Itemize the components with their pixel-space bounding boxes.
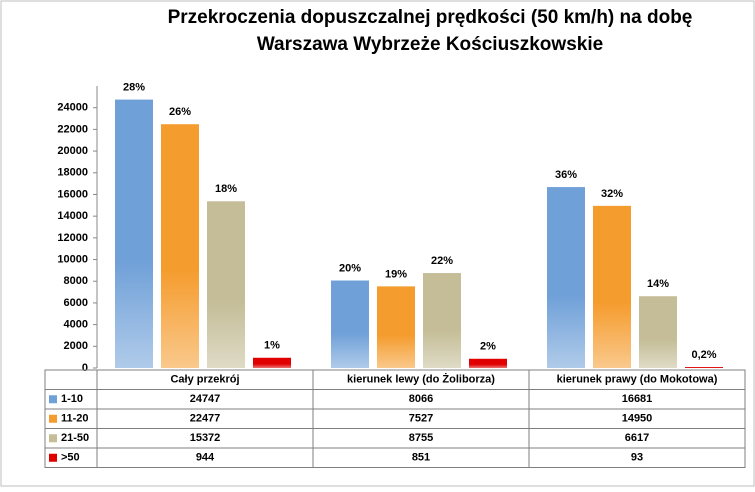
chart-title: Przekroczenia dopuszczalnej prędkości (5… xyxy=(168,7,693,28)
bar xyxy=(377,286,415,368)
table-value: 7527 xyxy=(409,413,433,425)
y-tick-label: 20000 xyxy=(57,145,88,157)
data-label: 20% xyxy=(339,262,361,274)
table-value: 14950 xyxy=(622,413,653,425)
bar xyxy=(685,366,723,368)
bar xyxy=(469,358,507,368)
data-label: 32% xyxy=(601,188,623,200)
table-value: 24747 xyxy=(190,393,221,405)
data-label: 36% xyxy=(555,169,577,181)
data-label: 2% xyxy=(480,341,496,353)
legend-marker xyxy=(49,395,57,404)
x-tick-label: kierunek lewy (do Żoliborza) xyxy=(347,373,495,386)
bar xyxy=(115,99,153,368)
data-label: 28% xyxy=(123,81,145,93)
y-tick-label: 16000 xyxy=(57,188,88,200)
bar xyxy=(547,187,585,368)
x-tick-label: Cały przekrój xyxy=(170,374,239,386)
table-value: 6617 xyxy=(625,432,649,444)
y-tick-label: 12000 xyxy=(57,232,88,244)
y-tick-label: 24000 xyxy=(57,102,88,114)
table-value: 8066 xyxy=(409,393,433,405)
x-tick-label: kierunek prawy (do Mokotowa) xyxy=(557,374,718,386)
y-tick-label: 10000 xyxy=(57,253,88,265)
y-tick-label: 2000 xyxy=(64,340,88,352)
data-label: 22% xyxy=(431,255,453,267)
legend-marker xyxy=(49,453,57,462)
table-value: 15372 xyxy=(190,432,221,444)
table-value: 16681 xyxy=(622,393,653,405)
y-tick-label: 0 xyxy=(82,362,88,374)
data-label: 1% xyxy=(264,340,280,352)
data-label: 18% xyxy=(215,183,237,195)
table-value: 22477 xyxy=(190,413,221,425)
y-tick-label: 18000 xyxy=(57,167,88,179)
bar xyxy=(161,124,199,368)
legend-label: 1-10 xyxy=(61,393,83,405)
table-value: 851 xyxy=(412,452,430,464)
table-value: 8755 xyxy=(409,432,433,444)
data-label: 26% xyxy=(169,106,191,118)
legend-label: >50 xyxy=(61,452,80,464)
chart-subtitle: Warszawa Wybrzeże Kościuszkowskie xyxy=(257,34,603,55)
bar xyxy=(593,205,631,368)
data-label: 19% xyxy=(385,268,407,280)
legend-label: 21-50 xyxy=(61,432,89,444)
legend-marker xyxy=(49,434,57,443)
legend-label: 11-20 xyxy=(61,413,89,425)
y-tick-label: 22000 xyxy=(57,123,88,135)
table-value: 944 xyxy=(196,452,215,464)
y-tick-label: 4000 xyxy=(64,319,88,331)
bar xyxy=(253,357,291,368)
data-label: 0,2% xyxy=(691,349,716,361)
bar xyxy=(423,273,461,368)
bar xyxy=(639,296,677,368)
bar xyxy=(207,201,245,368)
table-value: 93 xyxy=(631,452,643,464)
y-tick-label: 8000 xyxy=(64,275,88,287)
y-tick-label: 14000 xyxy=(57,210,88,222)
bar xyxy=(331,280,369,368)
y-tick-label: 6000 xyxy=(64,297,88,309)
legend-marker xyxy=(49,414,57,423)
data-label: 14% xyxy=(647,278,669,290)
